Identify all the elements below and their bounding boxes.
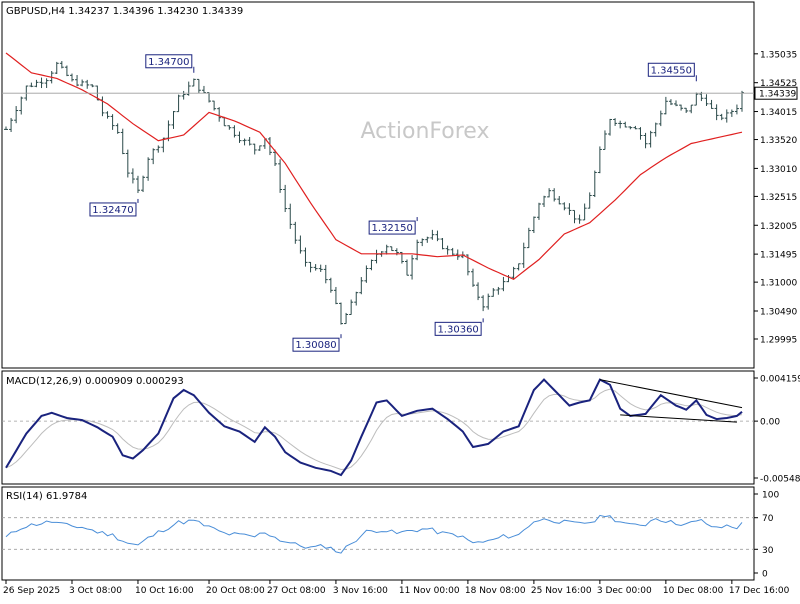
price-tick-label: 1.35035 bbox=[760, 50, 797, 60]
macd-trendline-lower bbox=[620, 414, 737, 423]
annotation-label: 1.32470 bbox=[92, 205, 133, 216]
price-layer: 1.34700 1.32470 1.32150 1.30080 1.30360 1.345… bbox=[2, 52, 754, 352]
macd-line bbox=[5, 378, 743, 477]
watermark: ActionForex bbox=[361, 119, 490, 144]
annotation-box bbox=[647, 62, 695, 77]
price-tick-label: 1.34525 bbox=[760, 79, 797, 89]
annotation-label: 1.34550 bbox=[651, 65, 692, 76]
price-tick-label: 1.31000 bbox=[760, 279, 797, 289]
macd-tick-label: 0.00 bbox=[760, 418, 780, 428]
rsi-line bbox=[5, 514, 743, 554]
rsi-tick-label: 30 bbox=[762, 546, 774, 556]
annotation-label: 1.32150 bbox=[371, 223, 412, 234]
macd-trendline-upper bbox=[599, 379, 743, 409]
annotation-box bbox=[434, 321, 482, 336]
annotation-label: 1.30360 bbox=[437, 324, 478, 335]
time-tick-label: 17 Dec 16:00 bbox=[729, 586, 790, 596]
macd-layer bbox=[2, 378, 754, 477]
time-tick-label: 20 Oct 08:00 bbox=[206, 586, 265, 596]
time-tick-label: 18 Nov 08:00 bbox=[465, 586, 526, 596]
price-tick-label: 1.31495 bbox=[760, 251, 797, 261]
macd-header: MACD(12,26,9) 0.000909 0.000293 bbox=[6, 376, 184, 387]
rsi-tick-label: 0 bbox=[762, 570, 768, 580]
annotation-label: 1.30080 bbox=[295, 340, 336, 351]
moving-average-line bbox=[5, 52, 743, 280]
rsi-tick-label: 70 bbox=[762, 514, 774, 524]
price-tick-label: 1.33520 bbox=[760, 136, 797, 146]
time-tick-label: 10 Oct 16:00 bbox=[135, 586, 194, 596]
price-tick-label: 1.32515 bbox=[760, 193, 797, 203]
time-tick-label: 3 Nov 16:00 bbox=[333, 586, 388, 596]
price-header: GBPUSD,H4 1.34237 1.34396 1.34230 1.3433… bbox=[6, 6, 243, 17]
current-price-box bbox=[754, 86, 798, 100]
macd-signal-line bbox=[5, 388, 743, 471]
rsi-panel-frame bbox=[1, 486, 755, 581]
time-tick-label: 10 Dec 08:00 bbox=[663, 586, 724, 596]
time-tick-label: 27 Oct 08:00 bbox=[267, 586, 326, 596]
time-tick-label: 3 Dec 00:00 bbox=[597, 586, 652, 596]
annotation-box bbox=[89, 202, 137, 217]
annotation-box bbox=[292, 337, 340, 352]
annotation-box bbox=[368, 220, 416, 235]
time-tick-label: 11 Nov 00:00 bbox=[399, 586, 460, 596]
annotation-box bbox=[145, 54, 193, 69]
time-tick-label: 3 Oct 08:00 bbox=[69, 586, 122, 596]
rsi-layer bbox=[2, 514, 754, 554]
annotation-label: 1.34700 bbox=[148, 57, 189, 68]
macd-tick-label: 0.004159 bbox=[760, 375, 800, 385]
axis-layer: 1.35035 1.34525 1.34015 1.33520 1.33010 1.325… bbox=[3, 50, 800, 596]
price-panel-frame bbox=[1, 1, 755, 369]
price-tick-label: 1.29995 bbox=[760, 336, 797, 346]
price-tick-label: 1.30490 bbox=[760, 307, 797, 317]
price-tick-label: 1.33010 bbox=[760, 165, 797, 175]
current-price-label: 1.34339 bbox=[759, 90, 796, 100]
macd-tick-label: -0.005485 bbox=[760, 475, 800, 485]
rsi-header: RSI(14) 61.9784 bbox=[6, 491, 87, 502]
rsi-tick-label: 100 bbox=[762, 491, 779, 501]
time-tick-label: 26 Sep 2025 bbox=[3, 586, 60, 596]
price-tick-label: 1.32005 bbox=[760, 222, 797, 232]
price-tick-label: 1.34015 bbox=[760, 108, 797, 118]
time-tick-label: 25 Nov 16:00 bbox=[531, 586, 592, 596]
